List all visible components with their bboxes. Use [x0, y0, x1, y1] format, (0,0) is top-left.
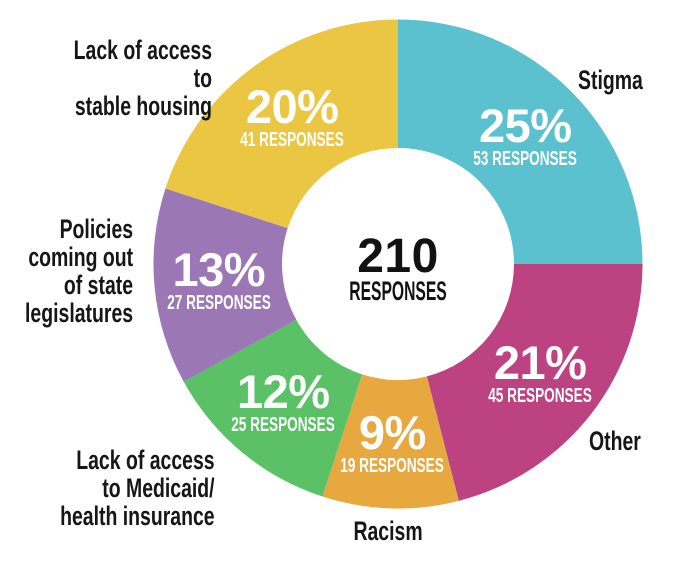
center-total-unit: RESPONSES — [314, 276, 482, 306]
center-total: 210 RESPONSES — [314, 230, 482, 306]
pie-slice-medicaid — [183, 319, 363, 497]
callout-label-stigma-text: Stigma — [578, 65, 643, 95]
callout-label-housing: Lack of access to stable housing — [0, 36, 212, 120]
callout-label-racism-text: Racism — [353, 516, 423, 546]
center-total-unit-text: RESPONSES — [349, 276, 447, 306]
callout-label-medicaid-text: Lack of access to Medicaid/ health insur… — [60, 445, 215, 531]
callout-label-other: Other — [589, 427, 661, 455]
callout-label-housing-text: Lack of access to stable housing — [73, 35, 212, 121]
callout-label-policies-text: Policies coming out of state legislature… — [24, 214, 133, 328]
center-total-value: 210 — [357, 230, 439, 283]
callout-label-medicaid: Lack of access to Medicaid/ health insur… — [0, 446, 215, 530]
pie-slice-policies — [153, 188, 297, 382]
pie-slice-other — [426, 264, 643, 501]
pie-slice-racism — [322, 374, 459, 509]
callout-label-racism: Racism — [313, 517, 463, 545]
callout-label-stigma: Stigma — [578, 66, 668, 94]
callout-label-policies: Policies coming out of state legislature… — [0, 215, 133, 327]
callout-label-other-text: Other — [589, 426, 641, 456]
pie-slice-housing — [165, 19, 398, 229]
pie-slice-stigma — [398, 19, 643, 264]
